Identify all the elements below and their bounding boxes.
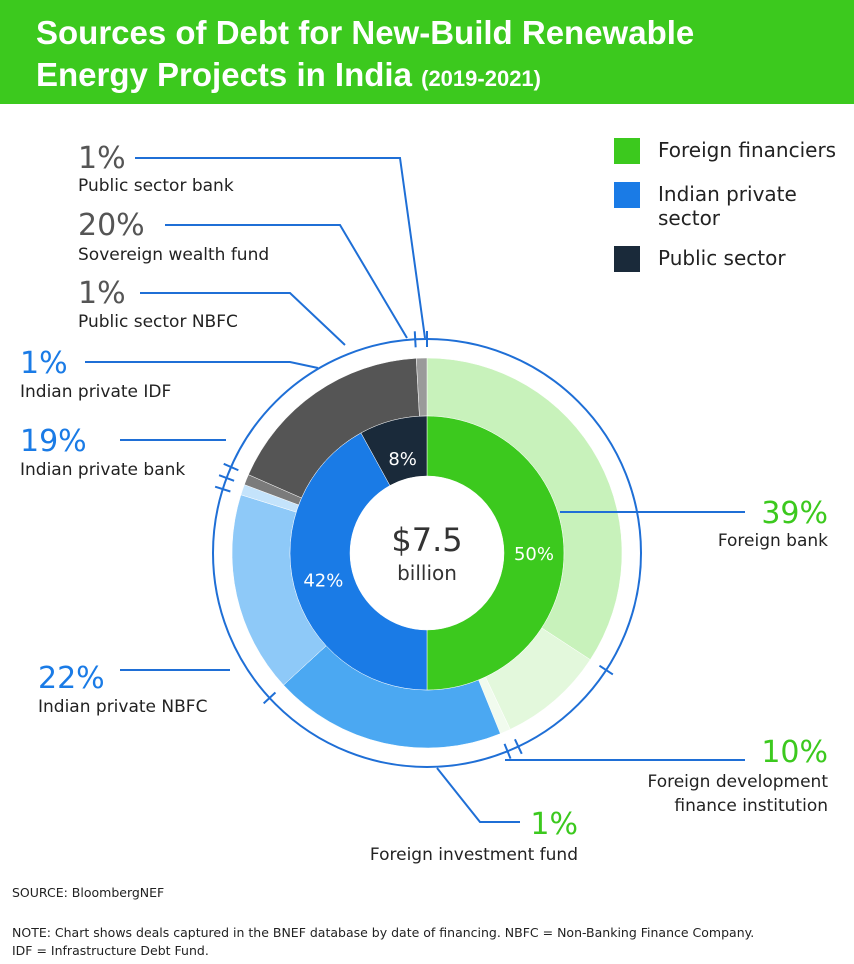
center-value: $7.5 bbox=[391, 521, 462, 559]
title-line-1: Sources of Debt for New-Build Renewable bbox=[36, 14, 695, 51]
legend-swatch-foreign bbox=[614, 138, 640, 164]
legend-item-foreign-financiers: Foreign financiers bbox=[614, 138, 854, 164]
callout-percent-1: 10% bbox=[761, 735, 828, 770]
callout-percent-6: 1% bbox=[78, 276, 126, 311]
legend-swatch-indian-private bbox=[614, 182, 640, 208]
callout-name-8: Public sector bank bbox=[78, 176, 234, 196]
inner-label-1: 42% bbox=[303, 571, 343, 592]
legend-label-public: Public sector bbox=[658, 246, 786, 270]
chart-title: Sources of Debt for New-Build Renewable … bbox=[36, 12, 836, 100]
title-line-2: Energy Projects in India (2019-2021) bbox=[36, 54, 836, 100]
callout-name-1-line2: finance institution bbox=[674, 796, 828, 816]
callout-line-5 bbox=[85, 361, 319, 369]
title-banner: Sources of Debt for New-Build Renewable … bbox=[0, 0, 854, 104]
center-unit: billion bbox=[397, 561, 457, 585]
source-note: SOURCE: BloombergNEF bbox=[12, 885, 165, 900]
ring-tick-3 bbox=[503, 743, 512, 760]
ring-tick-1 bbox=[598, 664, 614, 676]
callout-line-8 bbox=[135, 157, 426, 339]
footnote: NOTE: Chart shows deals captured in the … bbox=[12, 924, 754, 960]
ring-tick-7 bbox=[223, 462, 239, 472]
inner-slice-0 bbox=[426, 415, 565, 691]
callout-name-3: Indian private NBFC bbox=[38, 697, 207, 717]
ring-tick-6 bbox=[218, 474, 235, 482]
callout-name-4: Indian private bank bbox=[20, 460, 185, 480]
callout-name-0: Foreign bank bbox=[718, 531, 828, 551]
callout-percent-2: 1% bbox=[530, 807, 578, 842]
title-years: (2019-2021) bbox=[421, 66, 541, 91]
callout-percent-4: 19% bbox=[20, 424, 87, 459]
callout-name-1-line1: Foreign development bbox=[648, 772, 829, 792]
callout-percent-8: 1% bbox=[78, 141, 126, 176]
footnote-line-1: NOTE: Chart shows deals captured in the … bbox=[12, 925, 755, 940]
inner-slice-2 bbox=[360, 415, 428, 486]
title-line-2-text: Energy Projects in India bbox=[36, 56, 412, 93]
legend-item-indian-private: Indian private sector bbox=[614, 182, 818, 230]
ring-tick-4 bbox=[262, 691, 277, 705]
callout-name-2: Foreign investment fund bbox=[370, 845, 578, 865]
ring-tick-2 bbox=[514, 738, 523, 755]
legend-label-indian-private: Indian private sector bbox=[658, 182, 797, 230]
inner-label-0: 50% bbox=[514, 544, 554, 565]
callout-percent-7: 20% bbox=[78, 208, 145, 243]
ring-tick-8 bbox=[413, 331, 417, 348]
callout-line-2 bbox=[436, 767, 520, 823]
inner-slice-1 bbox=[289, 432, 428, 691]
callout-name-6: Public sector NBFC bbox=[78, 312, 238, 332]
legend-item-public-sector: Public sector bbox=[614, 246, 854, 272]
inner-label-2: 8% bbox=[388, 449, 417, 470]
legend-swatch-public bbox=[614, 246, 640, 272]
callout-percent-5: 1% bbox=[20, 346, 68, 381]
callout-line-6 bbox=[140, 292, 346, 346]
footnote-line-2: IDF = Infrastructure Debt Fund. bbox=[12, 943, 209, 958]
callout-line-7 bbox=[165, 224, 408, 339]
ring-tick-5 bbox=[214, 485, 231, 493]
callout-percent-0: 39% bbox=[761, 496, 828, 531]
callout-name-5: Indian private IDF bbox=[20, 382, 171, 402]
legend-label-foreign: Foreign financiers bbox=[658, 138, 837, 162]
callout-percent-3: 22% bbox=[38, 661, 105, 696]
callout-name-7: Sovereign wealth fund bbox=[78, 245, 269, 265]
